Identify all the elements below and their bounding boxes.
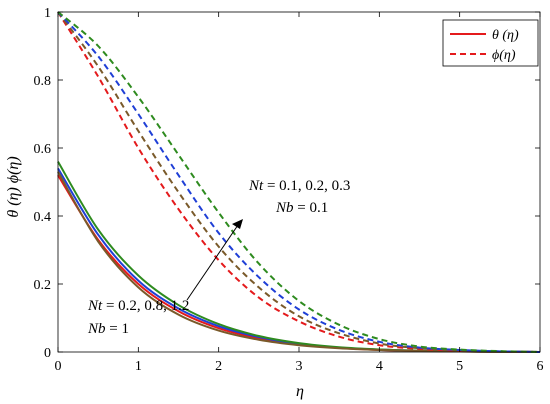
- y-axis-label: θ (η) ϕ(η): [5, 156, 22, 217]
- plot-background: [58, 12, 540, 352]
- series-line-phi-6: [57, 11, 541, 353]
- x-tick-label: 0: [55, 359, 62, 374]
- legend-phi-label: ϕ(η): [492, 48, 516, 63]
- y-tick-label: 0.6: [34, 142, 52, 157]
- x-tick-label: 1: [135, 359, 142, 374]
- axes-layer: 0 1 2 3 4 5 6 0 0.2 0.4 0.6 0.8 1: [34, 6, 544, 374]
- annotation-theta-line1: Nt = 0.2, 0.8, 1.2: [87, 298, 189, 314]
- annotation-phi-line2: Nb = 0.1: [275, 200, 328, 216]
- legend: θ (η) ϕ(η): [442, 19, 539, 67]
- x-tick-label: 5: [456, 359, 463, 374]
- y-tick-label: 0: [44, 346, 51, 361]
- series-line-phi-8: [57, 11, 541, 353]
- annotation-phi-line1: Nt = 0.1, 0.2, 0.3: [248, 178, 350, 194]
- y-tick-label: 1: [44, 6, 51, 21]
- y-tick-label: 0.4: [34, 210, 52, 225]
- x-tick-label: 4: [376, 359, 383, 374]
- x-tick-label: 3: [296, 359, 303, 374]
- annotations: Nt = 0.1, 0.2, 0.3 Nb = 0.1 Nt = 0.2, 0.…: [87, 178, 350, 337]
- legend-theta-label: θ (η): [492, 28, 519, 43]
- legend-box: [442, 19, 539, 67]
- annotation-arrow-shaft: [186, 224, 239, 301]
- annotation-arrowhead: [232, 219, 243, 229]
- x-tick-label: 2: [215, 359, 222, 374]
- y-tick-label: 0.8: [34, 74, 52, 89]
- y-tick-label: 0.2: [34, 278, 52, 293]
- annotation-theta-line2: Nb = 1: [87, 321, 129, 337]
- x-tick-label: 6: [537, 359, 544, 374]
- x-axis-label: η: [296, 383, 304, 400]
- plot-area: [58, 12, 540, 352]
